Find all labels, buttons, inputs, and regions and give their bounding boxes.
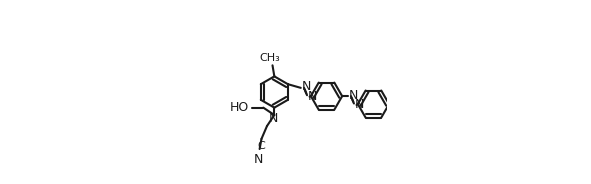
Text: N: N [308,90,317,103]
Text: CH₃: CH₃ [259,53,280,63]
Text: N: N [355,98,364,111]
Text: C: C [258,141,265,151]
Text: N: N [302,80,311,93]
Text: N: N [269,112,278,125]
Text: N: N [349,89,358,102]
Text: HO: HO [229,101,249,114]
Text: N: N [254,153,264,166]
